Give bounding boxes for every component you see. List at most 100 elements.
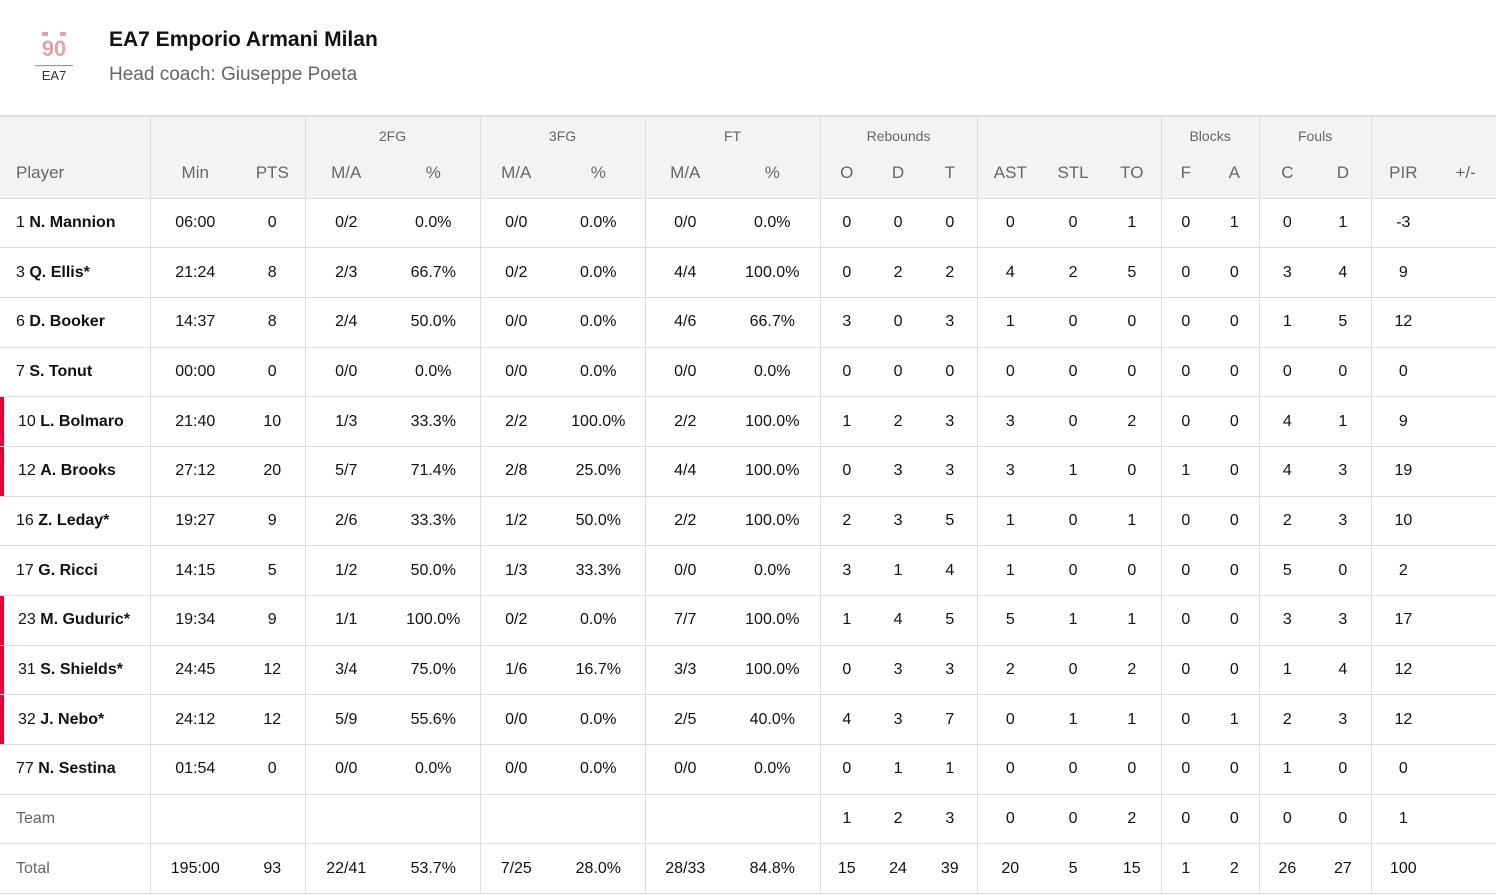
player-name-cell[interactable]: 16 Z. Leday*	[0, 496, 150, 547]
stat--	[1435, 496, 1496, 547]
stat-m-a: 1/2	[479, 496, 553, 547]
player-number: 7	[16, 362, 25, 380]
player-name[interactable]: N. Sestina	[38, 760, 116, 778]
stat-m-a: 3/4	[304, 645, 387, 696]
player-number: 31	[18, 661, 36, 679]
total-row: Total 195:00 93 22/41 53.7% 7/25 28.0% 28/33 84.…	[0, 843, 1496, 895]
column-header[interactable]: STL	[1043, 148, 1104, 199]
stat-ast: 2	[976, 645, 1044, 696]
player-name[interactable]: N. Mannion	[29, 213, 116, 231]
column-header[interactable]: M/A	[479, 148, 553, 199]
column-header[interactable]: F	[1160, 148, 1211, 199]
player-name-cell[interactable]: 32 J. Nebo*	[0, 694, 150, 746]
column-header[interactable]: Min	[149, 148, 240, 199]
stat--: 75.0%	[387, 645, 481, 696]
stat-t: 3	[923, 794, 978, 845]
stat-d: 5	[1315, 297, 1372, 348]
player-name[interactable]: D. Booker	[29, 313, 105, 331]
player-name-cell[interactable]: 77 N. Sestina	[0, 744, 150, 795]
column-header[interactable]: %	[552, 148, 646, 199]
player-name-cell[interactable]: 31 S. Shields*	[0, 645, 150, 696]
stat-min: 21:24	[149, 247, 240, 298]
stat-pts	[240, 794, 305, 845]
stat-min: 27:12	[149, 446, 240, 497]
column-header[interactable]: D	[873, 148, 924, 199]
stat-a: 0	[1210, 446, 1260, 497]
player-row: 1 N. Mannion 06:00 0 0/2 0.0% 0/0 0.0% 0/0 0.0% 0…	[0, 198, 1496, 249]
column-header[interactable]: D	[1315, 148, 1372, 199]
stat-d: 27	[1315, 843, 1372, 895]
player-name-cell[interactable]: 6 D. Booker	[0, 297, 150, 348]
player-name[interactable]: L. Bolmaro	[40, 412, 124, 430]
stat-stl: 0	[1043, 645, 1104, 696]
stat--: 50.0%	[387, 297, 481, 348]
stat--	[387, 794, 481, 845]
column-header[interactable]: Player	[0, 148, 150, 199]
stat-d: 3	[1315, 496, 1372, 547]
stat-stl: 0	[1043, 347, 1104, 398]
stat-f: 0	[1160, 794, 1211, 845]
stat-stl: 0	[1043, 496, 1104, 547]
stat-m-a: 7/7	[644, 595, 726, 646]
player-name[interactable]: Z. Leday*	[38, 511, 110, 529]
column-header[interactable]: A	[1210, 148, 1260, 199]
column-header[interactable]: T	[923, 148, 978, 199]
column-header[interactable]: %	[725, 148, 821, 199]
stat-d: 0	[1315, 744, 1372, 795]
player-name-cell[interactable]: 17 G. Ricci	[0, 545, 150, 596]
stat-c: 1	[1258, 744, 1316, 795]
column-header[interactable]: PTS	[240, 148, 305, 199]
stat-a: 0	[1210, 247, 1260, 298]
column-header[interactable]: AST	[976, 148, 1044, 199]
total-label: Total	[0, 843, 150, 895]
player-name-cell[interactable]: 10 L. Bolmaro	[0, 396, 150, 447]
stat-d: 2	[873, 247, 924, 298]
stat-stl: 5	[1043, 843, 1104, 895]
player-number: 16	[16, 511, 34, 529]
stat-m-a: 1/3	[304, 396, 387, 447]
player-name[interactable]: S. Tonut	[29, 362, 93, 380]
player-name[interactable]: G. Ricci	[38, 561, 98, 579]
player-name-cell[interactable]: 1 N. Mannion	[0, 198, 150, 249]
team-header: 90 EA7 EA7 Emporio Armani Milan Head coa…	[0, 0, 1496, 115]
column-header[interactable]: O	[819, 148, 874, 199]
column-header[interactable]: TO	[1103, 148, 1162, 199]
player-name-cell[interactable]: 12 A. Brooks	[0, 446, 150, 497]
player-name[interactable]: A. Brooks	[40, 462, 116, 480]
column-header[interactable]: %	[387, 148, 481, 199]
stat-o: 0	[819, 247, 874, 298]
stat-t: 4	[923, 545, 978, 596]
stat-m-a: 4/4	[644, 446, 726, 497]
stat-c: 5	[1258, 545, 1316, 596]
player-number: 12	[18, 462, 36, 480]
stat--: 0.0%	[552, 595, 646, 646]
column-header[interactable]: C	[1258, 148, 1316, 199]
stat-t: 39	[923, 843, 978, 895]
player-name-cell[interactable]: 23 M. Guduric*	[0, 595, 150, 646]
player-name-cell[interactable]: 3 Q. Ellis*	[0, 247, 150, 298]
player-name[interactable]: M. Guduric*	[40, 611, 131, 629]
stat-m-a: 0/0	[479, 297, 553, 348]
group-blank	[0, 116, 150, 148]
stat-stl: 0	[1043, 396, 1104, 447]
stat-t: 3	[923, 446, 978, 497]
stat-d: 0	[1315, 794, 1372, 845]
column-header[interactable]: M/A	[304, 148, 387, 199]
stat-m-a: 1/6	[479, 645, 553, 696]
player-name[interactable]: Q. Ellis*	[29, 263, 90, 281]
column-header[interactable]: M/A	[644, 148, 726, 199]
stat--: 0.0%	[725, 744, 821, 795]
player-row: 12 A. Brooks 27:12 20 5/7 71.4% 2/8 25.0% 4/4 10…	[0, 446, 1496, 497]
stat-m-a: 2/3	[304, 247, 387, 298]
player-name[interactable]: S. Shields*	[40, 661, 123, 679]
stat-d: 1	[1315, 198, 1372, 249]
player-name[interactable]: J. Nebo*	[40, 710, 105, 728]
stat-c: 2	[1258, 496, 1316, 547]
stat-to: 0	[1103, 297, 1162, 348]
group-blocks: Blocks	[1160, 116, 1260, 148]
stat-stl: 1	[1043, 595, 1104, 646]
column-header[interactable]: +/-	[1435, 148, 1496, 199]
stat-c: 4	[1258, 446, 1316, 497]
player-name-cell[interactable]: 7 S. Tonut	[0, 347, 150, 398]
column-header[interactable]: PIR	[1370, 148, 1436, 199]
